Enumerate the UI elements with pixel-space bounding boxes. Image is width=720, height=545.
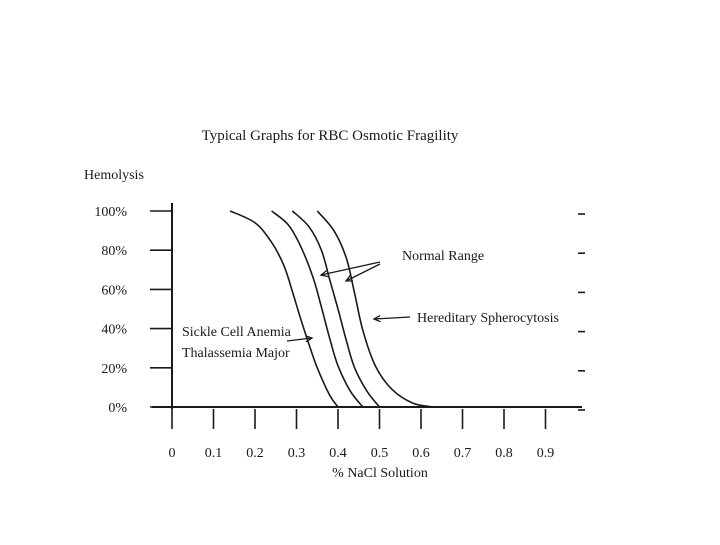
x-tick-label: 0.2 [246,446,264,461]
y-tick-label: 20% [101,362,127,377]
y-tick-label: 80% [101,244,127,259]
arrow-normal-range-a-head [319,270,328,278]
data-curves [229,210,434,408]
arrow-sickle-cell-shaft [286,337,313,342]
arrow-spherocytosis-head [372,315,381,323]
x-tick-label: 0.6 [412,446,430,461]
arrow-normal-range-b-shaft [345,263,381,282]
annotation-normal-range: Normal Range [402,249,484,264]
annotation-hereditary-spherocytosis: Hereditary Spherocytosis [417,311,559,326]
chart-title: Typical Graphs for RBC Osmotic Fragility [202,128,459,144]
x-axis-label: % NaCl Solution [332,466,428,481]
y-tick-label: 100% [94,205,127,220]
x-tick-label: 0.5 [371,446,389,461]
series-curve-3 [316,210,434,408]
axes [152,203,582,409]
x-tick-label: 0.9 [537,446,555,461]
x-tick-label: 0.1 [205,446,223,461]
y-tick-label: 40% [101,323,127,338]
y-tick-label: 0% [108,401,127,416]
x-tick-label: 0.3 [288,446,306,461]
series-curve-0 [229,210,339,408]
arrow-sickle-cell-head [305,335,314,343]
y-axis-label: Hemolysis [84,168,144,183]
y-tick-label: 60% [101,283,127,298]
x-tick-label: 0 [169,446,176,461]
series-curve-1 [271,210,364,408]
x-tick-label: 0.4 [329,446,347,461]
axis-ticks: 0% 20% 40% 60% 80% 100% 0 0.1 0.2 0.3 0.4 0.5 0.6 0.7… [94,205,585,461]
arrow-normal-range-a-shaft [320,261,381,276]
arrow-normal-range-b-head [344,275,354,282]
x-tick-label: 0.8 [495,446,513,461]
annotations: Normal Range Hereditary Spherocytosis Sick… [182,249,559,361]
series-curve-2 [291,210,381,408]
x-tick-label: 0.7 [454,446,472,461]
annotation-thalassemia-major: Thalassemia Major [182,346,290,361]
annotation-sickle-cell-anemia: Sickle Cell Anemia [182,325,292,340]
arrow-spherocytosis-shaft [373,316,411,320]
